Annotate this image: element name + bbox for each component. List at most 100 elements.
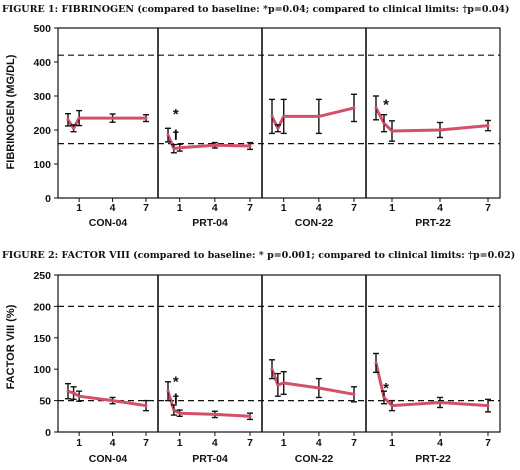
y-tick-label: 500 [33, 23, 51, 35]
panel-label: CON-22 [295, 453, 334, 465]
plot-frame [57, 274, 501, 433]
data-point [352, 106, 356, 110]
x-tick-label: 1 [281, 437, 287, 449]
series-line [374, 107, 489, 133]
baseline-significance-marker: * [383, 96, 389, 113]
panel-prt-04: 1 4 7 PRT-04 * † [165, 106, 253, 229]
data-point [317, 114, 321, 118]
x-tick-label: 7 [351, 437, 357, 449]
y-tick-label: 100 [33, 364, 51, 376]
fibrinogen-chart: 0 100 200 300 400 500 1 4 7 CON-04 1 4 7 PRT-04 * † 1 4 7 C… [33, 23, 501, 229]
data-point [270, 367, 274, 371]
plot-frame [57, 27, 501, 199]
x-tick-label: 4 [316, 202, 322, 214]
baseline-significance-marker: * [173, 374, 179, 391]
panel-label: CON-04 [89, 453, 128, 465]
x-tick-label: 7 [247, 437, 253, 449]
data-point [374, 361, 378, 365]
y-tick-label: 50 [39, 396, 51, 408]
y-tick-label: 250 [33, 270, 51, 282]
data-point [66, 389, 70, 393]
y-tick-label: 100 [33, 159, 51, 171]
clinical-limit-significance-marker: † [173, 391, 179, 405]
y-tick-label: 200 [33, 125, 51, 137]
data-point [166, 389, 170, 393]
data-point [72, 391, 76, 395]
panel-label: PRT-04 [192, 453, 228, 465]
data-point [178, 411, 182, 415]
x-tick-label: 1 [177, 202, 183, 214]
data-point [486, 124, 490, 128]
data-point [77, 116, 81, 120]
baseline-significance-marker: * [383, 380, 389, 397]
panel-prt-22: 1 4 7 PRT-22 * [373, 352, 491, 465]
y-tick-label: 200 [33, 301, 51, 313]
data-point [213, 412, 217, 416]
panel-label: PRT-04 [192, 217, 228, 229]
data-point [248, 144, 252, 148]
data-point [382, 395, 386, 399]
y-tick-label: 0 [45, 193, 51, 205]
data-point [77, 394, 81, 398]
data-point [374, 106, 378, 110]
data-point [270, 114, 274, 118]
x-tick-label: 7 [485, 437, 491, 449]
data-point [438, 400, 442, 404]
x-tick-label: 1 [389, 202, 395, 214]
x-tick-label: 4 [316, 437, 322, 449]
data-point [486, 404, 490, 408]
panel-label: CON-22 [295, 217, 334, 229]
x-tick-label: 7 [351, 202, 357, 214]
y-tick-label: 150 [33, 333, 51, 345]
x-tick-label: 4 [212, 437, 218, 449]
y-tick-label: 0 [45, 427, 51, 439]
y-tick-label: 400 [33, 57, 51, 69]
panel-con-04: 1 4 7 CON-04 [65, 382, 149, 465]
figure2-title: FIGURE 2: FACTOR VIII (compared to basel… [2, 250, 515, 261]
x-tick-label: 7 [247, 202, 253, 214]
data-point [178, 146, 182, 150]
data-point [213, 143, 217, 147]
panel-prt-22: 1 4 7 PRT-22 * [373, 95, 491, 229]
x-tick-label: 1 [76, 437, 82, 449]
panel-label: PRT-22 [415, 453, 451, 465]
panel-prt-04: 1 4 7 PRT-04 *† [165, 374, 253, 465]
x-tick-label: 7 [485, 202, 491, 214]
panel-con-22: 1 4 7 CON-22 [269, 93, 357, 229]
data-point [248, 414, 252, 418]
x-tick-label: 1 [177, 437, 183, 449]
x-tick-label: 4 [110, 202, 116, 214]
data-point [111, 399, 115, 403]
x-tick-label: 4 [110, 437, 116, 449]
x-tick-label: 1 [389, 437, 395, 449]
x-tick-label: 1 [76, 202, 82, 214]
data-point [317, 386, 321, 390]
data-point [282, 114, 286, 118]
baseline-significance-marker: * [173, 106, 179, 123]
data-point [282, 381, 286, 385]
data-point [172, 147, 176, 151]
data-point [172, 408, 176, 412]
y-tick-label: 300 [33, 91, 51, 103]
x-tick-label: 7 [143, 202, 149, 214]
panel-con-04: 1 4 7 CON-04 [65, 109, 149, 229]
data-point [72, 126, 76, 130]
clinical-limit-significance-marker: † [173, 127, 179, 141]
data-point [144, 116, 148, 120]
x-tick-label: 4 [212, 202, 218, 214]
data-point [66, 118, 70, 122]
x-tick-label: 4 [437, 437, 443, 449]
series-line [374, 362, 489, 408]
data-point [382, 121, 386, 125]
data-point [352, 392, 356, 396]
data-point [390, 129, 394, 133]
figure1-title: FIGURE 1: FIBRINOGEN (compared to baseli… [2, 4, 510, 15]
data-point [276, 126, 280, 130]
panel-con-22: 1 4 7 CON-22 [269, 359, 357, 465]
data-point [111, 116, 115, 120]
panel-label: CON-04 [89, 217, 128, 229]
data-point [390, 404, 394, 408]
figure2-ylabel: FACTOR VIII (%) [5, 304, 17, 389]
